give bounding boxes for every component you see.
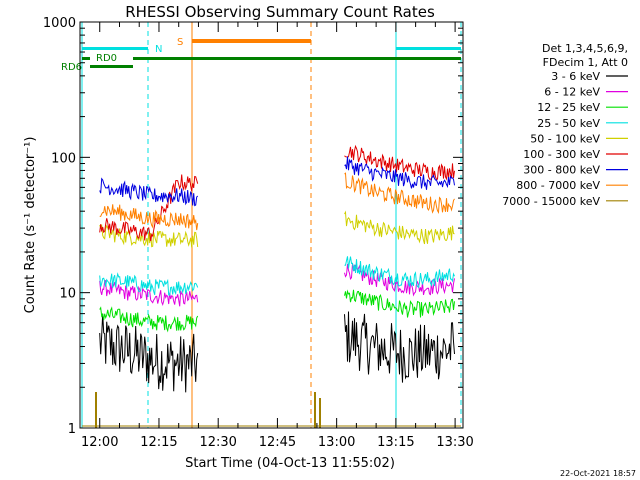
legend-entry-label: 300 - 800 keV: [523, 164, 600, 177]
series-300-800-kev-seg1: [99, 177, 199, 207]
series-800-7000-kev-seg1: [99, 204, 199, 231]
chart-title: RHESSI Observing Summary Count Rates: [125, 3, 435, 21]
saa-band-label: S: [177, 37, 183, 48]
series-100-300-kev-seg1: [99, 174, 199, 242]
legend-entry-label: 800 - 7000 keV: [516, 179, 600, 192]
x-tick-label: 13:15: [377, 435, 414, 450]
series-3-6-kev-seg1: [99, 313, 199, 393]
series-25-50-kev-seg1: [99, 272, 199, 296]
series-6-12-kev-seg2: [344, 263, 455, 297]
series-12-25-kev-seg1: [99, 306, 199, 333]
rd0-band-bar-2: [133, 57, 461, 60]
legend-header-line: FDecim 1, Att 0: [543, 56, 628, 69]
y-tick-label: 1000: [43, 16, 76, 31]
series-300-800-kev-seg2: [344, 156, 455, 190]
series-6-12-kev-seg1: [99, 279, 199, 307]
legend-entry-label: 100 - 300 keV: [523, 148, 600, 161]
legend-entry-label: 50 - 100 keV: [530, 132, 600, 145]
plot-frame: [79, 21, 464, 429]
x-tick-label: 12:45: [259, 435, 296, 450]
series-100-300-kev-seg2: [344, 144, 455, 181]
rd6-band-label: RD6: [61, 62, 82, 73]
timestamp-label: 22-Oct-2021 18:57: [560, 469, 636, 478]
rd0-band-label: RD0: [96, 53, 117, 64]
x-tick-label: 13:00: [318, 435, 355, 450]
legend-entry-label: 3 - 6 keV: [551, 70, 600, 83]
saa-band-bar: [192, 39, 311, 43]
legend-entry-label: 7000 - 15000 keV: [502, 195, 600, 208]
legend-entry-label: 25 - 50 keV: [537, 117, 600, 130]
y-tick-label: 100: [51, 151, 76, 166]
night-band-bar-1: [82, 47, 148, 50]
series-800-7000-kev-seg2: [344, 172, 455, 215]
legend-entry-label: 12 - 25 keV: [537, 101, 600, 114]
x-axis-label: Start Time (04-Oct-13 11:55:02): [185, 456, 395, 471]
series-12-25-kev-seg2: [344, 289, 455, 318]
axes: 1 10 100 1000 12:00 12:15 12:30 12:45 13:00 13:15…: [43, 16, 474, 450]
x-tick-label: 13:30: [436, 435, 473, 450]
rd6-band-bar: [90, 65, 133, 68]
series-3-6-kev-seg2: [344, 311, 455, 383]
x-tick-label: 12:00: [81, 435, 118, 450]
series-50-100-kev-seg2: [344, 210, 455, 245]
rd0-band-bar-1: [82, 57, 90, 60]
y-axis-label: Count Rate (s⁻¹ detector⁻¹): [23, 137, 38, 314]
plot-area: N S RD0 RD6: [61, 22, 462, 428]
x-tick-label: 12:30: [199, 435, 236, 450]
y-tick-label: 1: [68, 422, 76, 437]
y-tick-label: 10: [59, 287, 76, 302]
legend-entry-label: 6 - 12 keV: [544, 86, 600, 99]
x-tick-label: 12:15: [140, 435, 177, 450]
night-band-bar-2: [396, 47, 461, 50]
night-band-label: N: [155, 44, 162, 55]
legend: Det 1,3,4,5,6,9,FDecim 1, Att 03 - 6 keV…: [502, 42, 628, 208]
series-25-50-kev-seg2: [344, 256, 455, 289]
legend-header-line: Det 1,3,4,5,6,9,: [542, 42, 628, 55]
